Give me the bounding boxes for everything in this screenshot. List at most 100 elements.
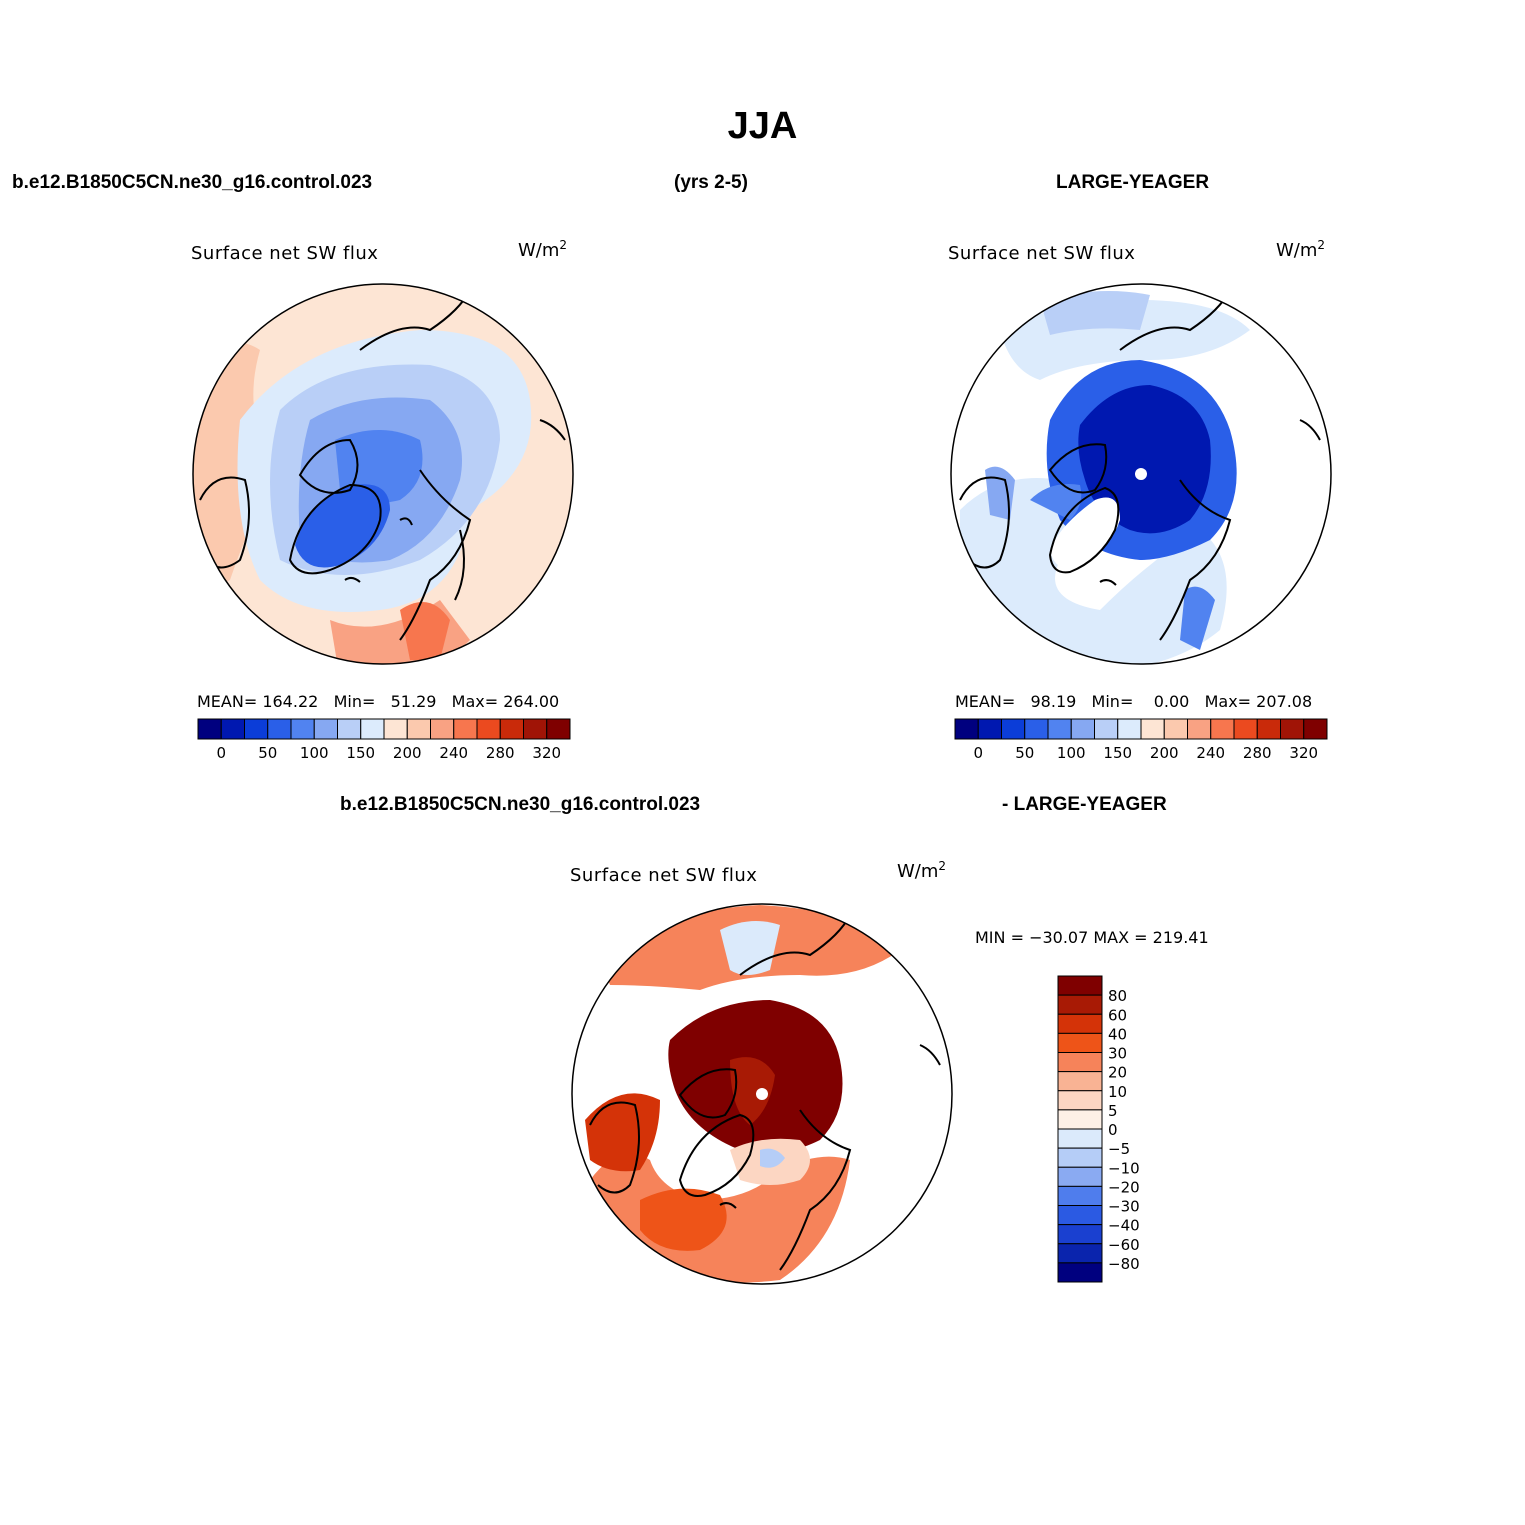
colorbar-label: 0 [1108,1121,1118,1139]
colorbar-swatch [1140,718,1165,740]
colorbar-label: −10 [1108,1159,1140,1177]
colorbar-swatch [360,718,385,740]
map-control [193,284,573,664]
colorbar-swatch [1057,1224,1103,1245]
colorbar-swatch [1210,718,1235,740]
colorbar-swatch [1070,718,1095,740]
colorbar-swatch [1057,1205,1103,1226]
colorbar-swatch [1280,718,1305,740]
colorbar-label: 60 [1108,1006,1127,1024]
colorbar-swatch [1057,1262,1103,1283]
colorbar-label: 280 [1243,744,1272,762]
colorbar-label: 150 [346,744,375,762]
colorbar-swatch [453,718,478,740]
panel3-units: W/m2 [897,859,947,882]
colorbar-swatch [546,718,571,740]
colorbar-swatch [1057,1166,1103,1187]
colorbar-swatch [1057,1147,1103,1168]
colorbar-label: 5 [1108,1102,1118,1120]
colorbar-swatch [476,718,501,740]
colorbar-large-yeager: 0 50 100 150 200 240 280 320 [954,718,1328,762]
panel3-title: Surface net SW flux [570,865,758,886]
colorbar-swatch [1163,718,1188,740]
panel1-units: W/m2 [518,238,568,261]
colorbar-label: 200 [393,744,422,762]
colorbar-swatch [1057,1109,1103,1130]
colorbar-swatch [1187,718,1212,740]
colorbar-swatch [499,718,524,740]
map-large-yeager [951,284,1331,664]
colorbar-label: −60 [1108,1236,1140,1254]
diff-case-name-right: - LARGE-YEAGER [1002,794,1167,815]
colorbar-swatch [1057,1185,1103,1206]
colorbar-label: 40 [1108,1025,1127,1043]
colorbar-label: 10 [1108,1083,1127,1101]
panel1-stats: MEAN= 164.22 Min= 51.29 Max= 264.00 [197,692,560,711]
colorbar-swatch [1057,1052,1103,1073]
map-difference [572,904,952,1284]
colorbar-swatch [1117,718,1142,740]
colorbar-label: −40 [1108,1217,1140,1235]
colorbar-swatch [1057,1090,1103,1111]
colorbar-swatch [1057,1243,1103,1264]
colorbar-swatch [523,718,548,740]
panel2-title: Surface net SW flux [948,243,1136,264]
panel3-stats: MIN = −30.07 MAX = 219.41 [975,928,1209,947]
colorbar-swatch [1256,718,1281,740]
colorbar-swatch [220,718,245,740]
colorbar-label: 100 [300,744,329,762]
panel1-title: Surface net SW flux [191,243,379,264]
colorbar-label: 200 [1150,744,1179,762]
case-name-left: b.e12.B1850C5CN.ne30_g16.control.023 [12,172,373,193]
colorbar-control: 0 50 100 150 200 240 280 320 [197,718,571,762]
colorbar-swatch [244,718,269,740]
colorbar-swatch [197,718,222,740]
colorbar-label: 20 [1108,1064,1127,1082]
figure-title: JJA [727,105,798,147]
colorbar-swatch [313,718,338,740]
colorbar-swatch [1094,718,1119,740]
colorbar-swatch [1057,1013,1103,1034]
colorbar-swatch [1057,1032,1103,1053]
colorbar-swatch [406,718,431,740]
colorbar-swatch [1024,718,1049,740]
colorbar-swatch [1057,1071,1103,1092]
colorbar-swatch [267,718,292,740]
colorbar-swatch [383,718,408,740]
colorbar-swatch [337,718,362,740]
colorbar-label: 320 [1289,744,1318,762]
panel2-units: W/m2 [1276,238,1326,261]
colorbar-label: 0 [973,744,983,762]
panel2-stats: MEAN= 98.19 Min= 0.00 Max= 207.08 [955,692,1313,711]
colorbar-label: 50 [1015,744,1034,762]
colorbar-swatch [1047,718,1072,740]
colorbar-swatch [977,718,1002,740]
colorbar-label: 0 [216,744,226,762]
colorbar-swatch [430,718,455,740]
colorbar-label: −80 [1108,1255,1140,1273]
colorbar-swatch [290,718,315,740]
colorbar-label: −20 [1108,1178,1140,1196]
colorbar-swatch [1303,718,1328,740]
colorbar-label: 100 [1057,744,1086,762]
colorbar-label: 30 [1108,1045,1127,1063]
colorbar-swatch [1233,718,1258,740]
colorbar-label: 280 [486,744,515,762]
colorbar-swatch [954,718,979,740]
colorbar-swatch [1057,1128,1103,1149]
colorbar-swatch [1057,994,1103,1015]
colorbar-label: 240 [1196,744,1225,762]
colorbar-label: −30 [1108,1198,1140,1216]
colorbar-label: 150 [1103,744,1132,762]
colorbar-label: −5 [1108,1140,1130,1158]
colorbar-label: 50 [258,744,277,762]
colorbar-swatch [1057,975,1103,996]
diff-case-name-left: b.e12.B1850C5CN.ne30_g16.control.023 [340,794,701,815]
years-label: (yrs 2-5) [674,172,748,193]
case-name-right: LARGE-YEAGER [1056,172,1210,193]
colorbar-label: 80 [1108,987,1127,1005]
colorbar-label: 240 [439,744,468,762]
colorbar-label: 320 [532,744,561,762]
colorbar-swatch [1001,718,1026,740]
